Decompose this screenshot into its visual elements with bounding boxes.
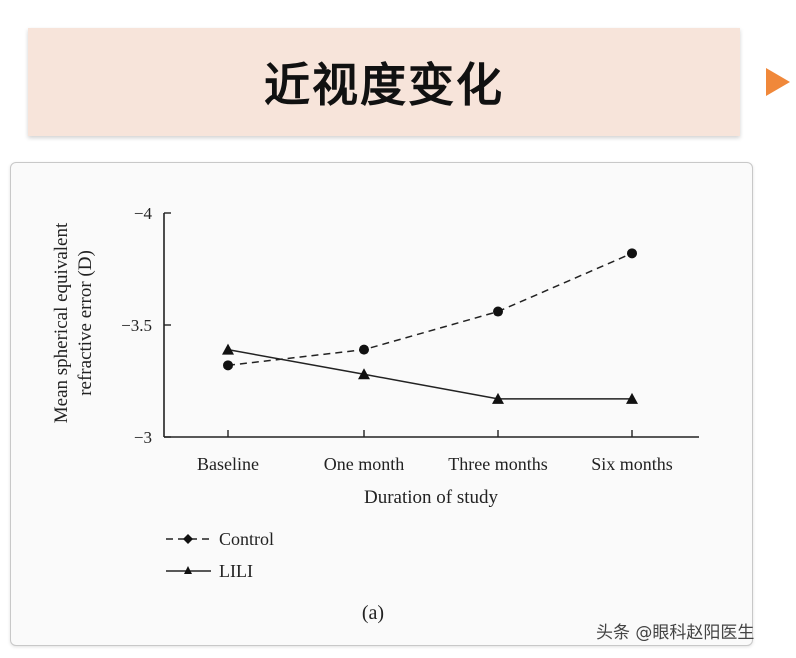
chart-svg: −4 −3.5 −3 Baseline One month Three months Si…: [51, 204, 699, 624]
legend-label-lili: LILI: [219, 561, 253, 581]
series-line-control: [227, 252, 633, 367]
legend-marker-control: [183, 534, 193, 544]
data-point-control: [359, 344, 369, 355]
x-tick-label: Six months: [591, 454, 673, 474]
legend: Control LILI: [166, 529, 274, 581]
play-arrow-icon[interactable]: [766, 68, 790, 96]
y-tick-label: −3: [134, 428, 152, 447]
axes: [163, 213, 699, 438]
x-tick-label: One month: [324, 454, 405, 474]
series: [222, 248, 638, 404]
series-line-lili: [227, 348, 632, 400]
data-point-control: [493, 306, 503, 317]
y-tick-label: −3.5: [121, 316, 152, 335]
title-banner: 近视度变化: [28, 28, 740, 136]
chart-caption: (a): [362, 602, 384, 624]
slide-title: 近视度变化: [264, 58, 504, 112]
data-point-control: [627, 248, 637, 259]
data-point-control: [223, 360, 233, 371]
x-axis-label: Duration of study: [364, 487, 499, 508]
data-point-lili: [222, 343, 234, 355]
data-point-lili: [626, 392, 638, 404]
data-point-lili: [492, 392, 504, 404]
x-ticks: Baseline One month Three months Six months: [197, 430, 673, 474]
chart-panel: −4 −3.5 −3 Baseline One month Three months Si…: [10, 162, 753, 646]
y-tick-label: −4: [134, 204, 153, 223]
watermark: 头条 @眼科赵阳医生: [596, 623, 755, 643]
legend-marker-lili: [184, 566, 192, 574]
x-tick-label: Baseline: [197, 454, 259, 474]
y-axis-label-line1: Mean spherical equivalent: [51, 222, 72, 423]
y-ticks: −4 −3.5 −3: [121, 204, 171, 447]
y-axis-label-line2: refractive error (D): [75, 250, 96, 396]
x-tick-label: Three months: [448, 454, 547, 474]
legend-label-control: Control: [219, 529, 274, 549]
data-point-lili: [358, 368, 370, 380]
